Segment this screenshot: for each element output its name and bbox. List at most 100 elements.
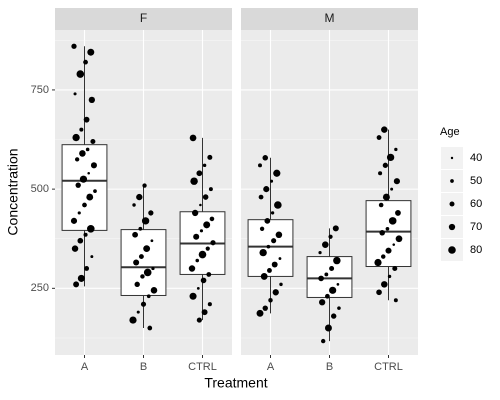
point (143, 245, 151, 253)
point (140, 301, 147, 307)
y-axis-title: Concentration (5, 148, 21, 235)
y-tick-label: 750 (31, 84, 49, 96)
point (136, 193, 143, 201)
point (337, 306, 341, 310)
point (76, 70, 85, 78)
point (321, 338, 326, 344)
point (129, 316, 137, 324)
point (378, 171, 383, 176)
point (90, 255, 94, 259)
point (86, 193, 94, 201)
point (201, 309, 208, 316)
point (133, 259, 140, 266)
legend-dot (450, 179, 454, 183)
point (209, 216, 215, 222)
point (83, 116, 90, 123)
point (273, 169, 281, 177)
point (132, 231, 138, 238)
x-axis-title: Treatment (204, 375, 267, 391)
point (73, 92, 77, 96)
point (150, 239, 154, 243)
point (189, 134, 197, 142)
point (71, 245, 79, 252)
point (196, 317, 202, 323)
point (393, 298, 398, 303)
point (270, 179, 274, 183)
point (328, 234, 333, 239)
point (379, 230, 385, 236)
strip (241, 8, 418, 30)
point (143, 268, 152, 277)
point (72, 133, 80, 142)
point (77, 211, 81, 215)
point (74, 157, 80, 162)
point (142, 183, 147, 188)
point (71, 43, 77, 49)
point (87, 48, 95, 56)
point (200, 277, 207, 284)
point (140, 274, 145, 279)
point (198, 250, 207, 259)
point (385, 247, 392, 254)
point (84, 266, 90, 271)
point (208, 187, 213, 192)
point (138, 226, 143, 231)
box (365, 200, 412, 268)
point (188, 265, 196, 272)
legend-label: 50 (470, 175, 482, 187)
point (256, 309, 264, 317)
point (329, 286, 337, 294)
point (77, 274, 85, 282)
point (195, 258, 200, 263)
point (262, 155, 269, 161)
point (88, 96, 95, 103)
point (272, 289, 279, 296)
point (205, 246, 210, 251)
point (381, 254, 386, 259)
point (132, 203, 136, 207)
point (207, 154, 213, 160)
point (388, 217, 397, 225)
point (395, 235, 403, 243)
point (202, 194, 209, 200)
point (382, 193, 390, 201)
point (148, 210, 154, 216)
point (376, 135, 382, 140)
point (258, 194, 264, 200)
point (85, 147, 90, 152)
point (79, 150, 86, 157)
point (385, 226, 390, 231)
point (387, 274, 392, 279)
point (268, 297, 273, 303)
point (393, 178, 400, 185)
point (390, 187, 394, 191)
x-tick-label: B (326, 361, 333, 373)
legend-label: 70 (470, 221, 482, 233)
point (271, 261, 278, 268)
point (189, 292, 197, 300)
point (150, 287, 158, 294)
point (279, 282, 283, 287)
x-tick-label: A (81, 361, 89, 373)
y-tick-label: 500 (31, 183, 49, 195)
point (386, 153, 395, 162)
point (83, 59, 88, 65)
point (258, 163, 262, 168)
point (333, 256, 341, 265)
box (61, 144, 108, 231)
point (141, 217, 150, 225)
point (196, 286, 200, 290)
point (93, 189, 97, 193)
box (120, 229, 167, 296)
point (325, 293, 330, 299)
point (259, 226, 265, 231)
point (202, 163, 207, 168)
point (274, 201, 282, 209)
point (199, 203, 202, 207)
point (87, 171, 90, 175)
legend-dot (448, 223, 456, 231)
strip-label: M (325, 11, 335, 25)
point (324, 272, 329, 277)
point (392, 265, 398, 271)
point (77, 237, 84, 244)
